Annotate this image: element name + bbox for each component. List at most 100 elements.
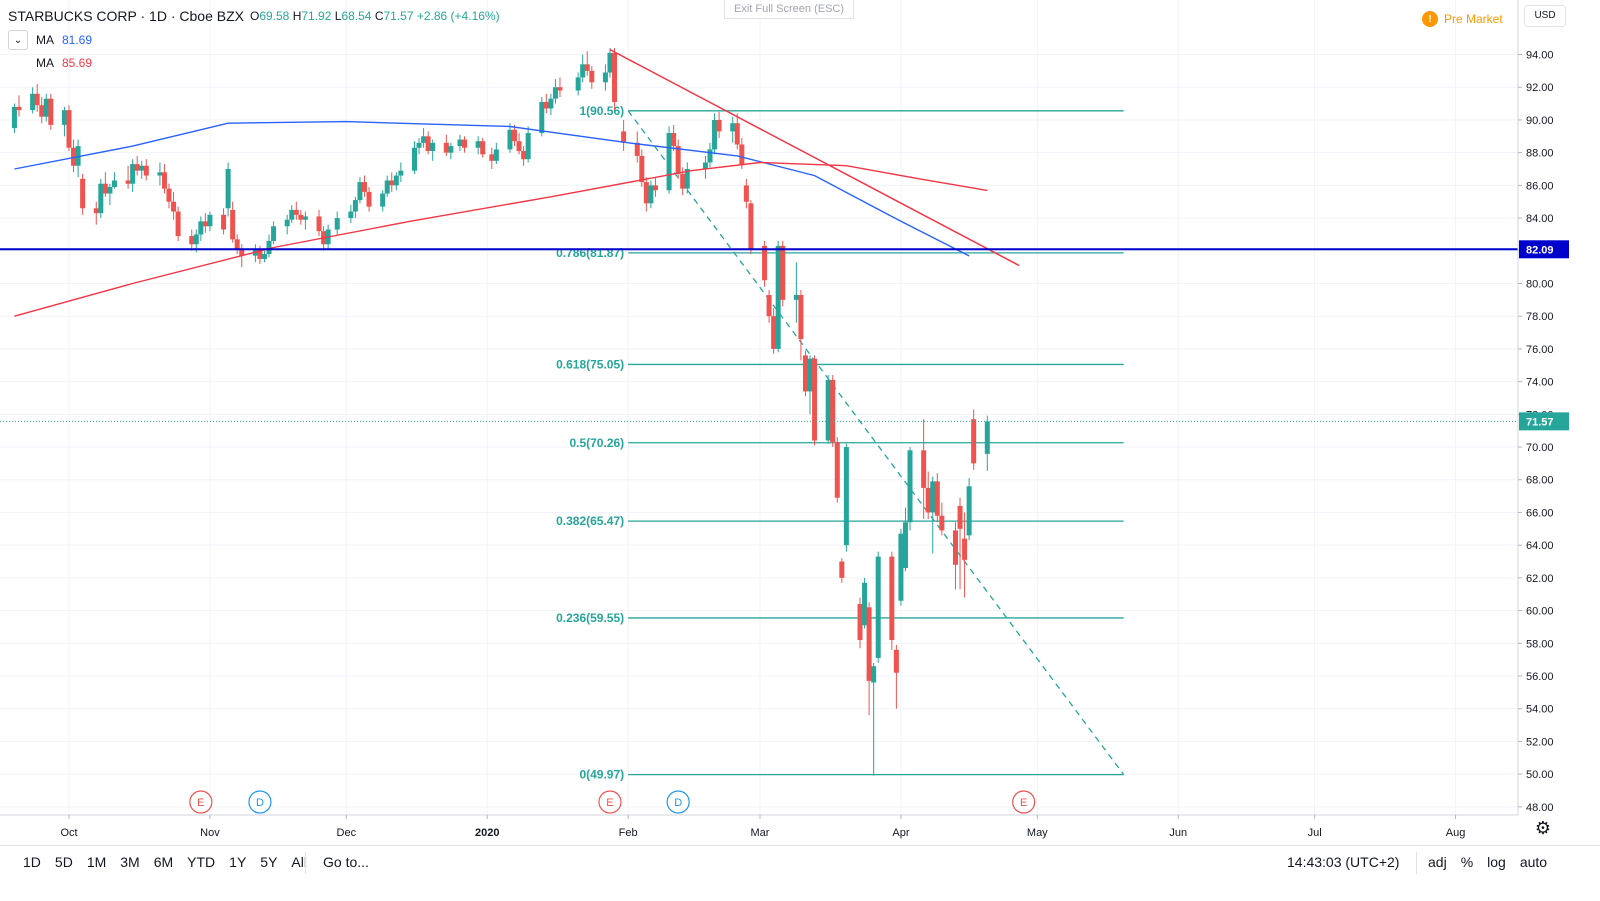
timeframe-6m[interactable]: 6M [153,854,174,870]
candle-body [621,131,627,143]
earnings-marker[interactable]: E [598,790,622,814]
candle [621,119,627,152]
candle [862,577,868,629]
timeframe-5d[interactable]: 5D [54,854,73,870]
y-tick-label: 54.00 [1526,704,1554,716]
candle-body [639,155,645,183]
candle [602,64,608,91]
candle [202,213,208,233]
last-price-tag [1519,412,1569,431]
candle [171,191,177,220]
y-tick-label: 48.00 [1526,802,1554,814]
adj-toggle[interactable]: adj [1428,854,1447,870]
candle [516,133,522,155]
symbol-title[interactable]: STARBUCKS CORP · 1D · Cboe BZX [8,8,244,24]
candle-body [257,249,263,259]
candle-body [743,185,749,202]
fibonacci-retracement[interactable]: 1(90.56) 0.786(81.87) 0.618(75.05) 0.5(70.2… [556,104,1125,782]
candle [612,47,618,111]
price-axis-bg[interactable] [1518,0,1600,815]
candle [771,308,777,354]
candle [507,123,513,153]
candle [430,139,436,161]
candle [198,216,204,241]
candle [825,375,831,444]
candle [889,551,895,650]
y-tick-label: 50.00 [1526,769,1554,781]
y-tick-label: 70.00 [1526,442,1554,454]
candle [875,551,881,663]
event-circle [666,790,690,814]
timeframe-all[interactable]: All [291,854,307,870]
timeframe-1d[interactable]: 1D [23,854,41,870]
candle-body [261,254,267,259]
auto-toggle[interactable]: auto [1519,854,1548,870]
candle-body [862,582,868,626]
candle-body [125,180,131,184]
dividend-marker[interactable]: D [666,790,690,814]
x-tick-label: Oct [60,827,77,839]
y-tick-label: 86.00 [1526,180,1554,192]
percent-toggle[interactable]: % [1460,854,1474,870]
candle [716,111,722,138]
candle [489,147,495,170]
candle [462,136,468,153]
earnings-marker[interactable]: E [189,790,213,814]
chevron-down-icon[interactable]: ⌄ [8,30,28,50]
pre-market-badge[interactable]: ! Pre Market [1422,11,1503,27]
trend-line[interactable] [609,48,1020,267]
candle [293,201,299,220]
timeframe-5y[interactable]: 5Y [260,854,278,870]
timeframe-1y[interactable]: 1Y [229,854,247,870]
indicator-ma-1[interactable]: ⌄ MA 81.69 [8,30,500,50]
candle [902,507,908,572]
candle [480,137,486,158]
candle-body [934,481,940,516]
toolbar-divider [1416,852,1417,874]
warning-icon: ! [1422,11,1438,27]
candle-body [602,72,608,83]
timeframe-1m[interactable]: 1M [86,854,107,870]
candle-body [157,172,163,176]
candle-body [748,203,754,250]
timeframe-ytd[interactable]: YTD [187,854,216,870]
goto-button[interactable]: Go to... [323,854,369,870]
drawings[interactable] [0,48,1518,422]
earnings-marker[interactable]: E [1012,790,1036,814]
candle [871,662,877,776]
currency-button[interactable]: USD [1524,5,1566,27]
price-axis[interactable]: 48.00 50.00 52.00 54.00 56.00 58.00 60.00 62.00… [1517,0,1600,815]
clock-display[interactable]: 14:43:03 (UTC+2) [1287,854,1400,870]
indicator-ma-2[interactable]: MA 85.69 [8,56,500,70]
candle-body [239,249,245,256]
indicator-value: 81.69 [62,33,93,47]
candle-body [516,141,522,152]
candle-body [11,106,17,129]
log-toggle[interactable]: log [1487,854,1506,870]
gear-icon[interactable]: ⚙ [1534,818,1552,838]
candle-body [348,211,354,219]
candle-body [907,450,913,523]
candle-body [543,101,549,109]
candle-body [293,209,299,215]
candle [589,65,595,89]
x-tick-label: Dec [337,827,357,839]
candle-body [707,149,713,163]
candle [798,290,804,361]
y-tick-label: 68.00 [1526,475,1554,487]
exit-fullscreen-button[interactable]: Exit Full Screen (ESC) [724,0,854,19]
candle [175,206,181,241]
candle [166,183,172,209]
candle-body [671,133,677,147]
candle [366,187,372,212]
timeframe-3m[interactable]: 3M [120,854,140,870]
time-axis[interactable]: Oct Nov Dec 2020 Feb Mar Apr May Jun Jul Aug [0,814,1518,839]
event-circle [598,790,622,814]
candle [643,177,649,212]
y-tick-label: 66.00 [1526,507,1554,519]
candle-body [652,185,658,191]
dividend-marker[interactable]: D [248,790,272,814]
candle-body [225,169,231,209]
